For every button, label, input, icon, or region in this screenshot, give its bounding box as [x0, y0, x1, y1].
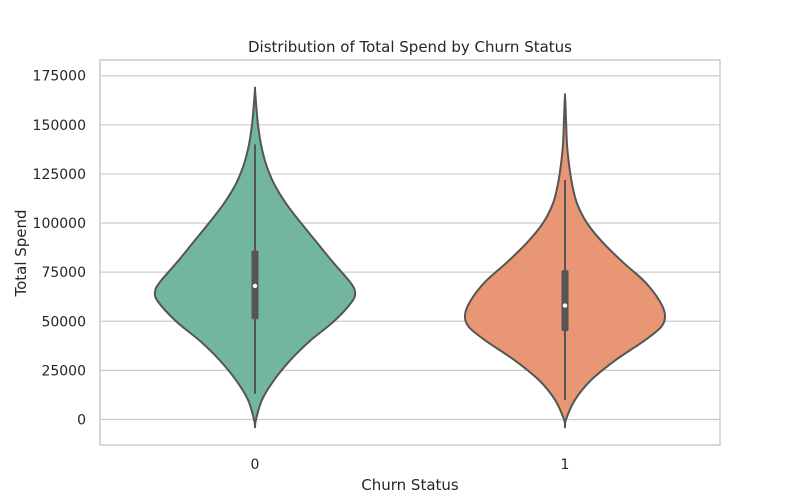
y-tick-label: 175000: [33, 69, 86, 85]
plot-frame: [99, 59, 721, 446]
y-tick-label: 25000: [41, 363, 86, 379]
y-tick-label: 50000: [41, 314, 86, 330]
violin-median-1: [562, 303, 568, 308]
y-tick-label: 125000: [33, 167, 86, 183]
violin-group-1: [463, 93, 667, 429]
y-tick-label: 100000: [33, 216, 86, 232]
y-tick-label: 150000: [33, 118, 86, 134]
x-tick-label: 1: [561, 457, 570, 473]
violin-median-0: [252, 283, 258, 289]
y-tick-labels: 0 25000 50000 75000 100000 125000 150000 175000: [33, 69, 86, 429]
violin-iqr-box-1: [561, 270, 569, 332]
y-tick-label: 75000: [41, 265, 86, 281]
violin-group-0: [153, 86, 357, 429]
x-axis-title: Churn Status: [361, 476, 459, 494]
violins: [153, 86, 667, 429]
y-tick-label: 0: [77, 412, 86, 428]
x-tick-label: 0: [251, 457, 260, 473]
chart-title: Distribution of Total Spend by Churn Sta…: [248, 38, 572, 56]
y-axis-title: Total Spend: [12, 209, 30, 297]
